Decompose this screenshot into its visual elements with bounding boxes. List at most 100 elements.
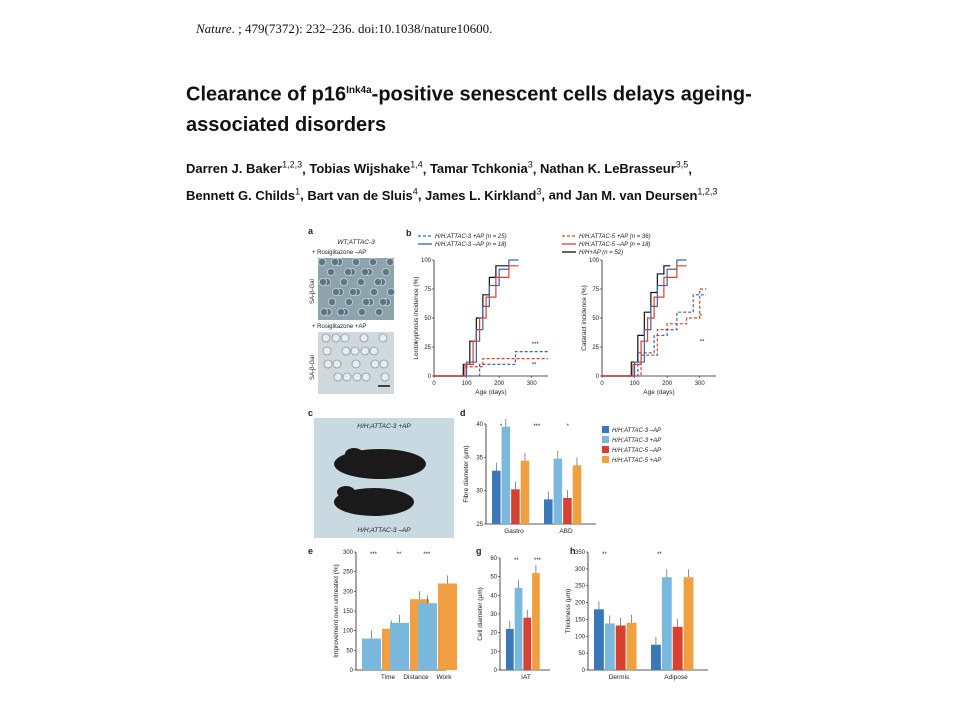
significance-mark: *** bbox=[423, 552, 431, 558]
x-tick-label: 300 bbox=[695, 381, 706, 387]
line-series bbox=[434, 265, 509, 377]
bar bbox=[532, 572, 540, 670]
journal-name: Nature bbox=[196, 21, 232, 36]
cell bbox=[380, 372, 390, 382]
mouse-bottom bbox=[334, 488, 414, 516]
y-axis-label: Thickness (μm) bbox=[565, 589, 572, 634]
author-name: Bart van de Sluis bbox=[307, 187, 413, 203]
author-name: Darren J. Baker bbox=[186, 161, 283, 177]
bar bbox=[390, 622, 409, 670]
y-axis-label: Fibre diameter (μm) bbox=[463, 445, 470, 502]
author-affiliation: 3 bbox=[527, 160, 533, 170]
y-tick-label: 10 bbox=[490, 649, 497, 655]
citation-details: . ; 479(7372): 232–236. doi:10.1038/natu… bbox=[231, 21, 493, 36]
bar bbox=[520, 460, 530, 524]
x-tick-label: Work bbox=[436, 674, 452, 681]
legend-swatch bbox=[602, 446, 609, 453]
stained-cell bbox=[352, 258, 361, 267]
author-affiliation: 1 bbox=[295, 186, 301, 197]
cell bbox=[332, 359, 342, 369]
figure: a b c d e g h WT;ATTAC-3 + Rosiglitazone –AP SA-β… bbox=[300, 220, 740, 690]
bar bbox=[572, 465, 582, 524]
x-tick-label: Time bbox=[381, 674, 396, 681]
cell bbox=[333, 372, 343, 382]
y-tick-label: 150 bbox=[575, 617, 586, 623]
stained-cell bbox=[374, 278, 383, 287]
author: Nathan K. LeBrasseur3,5 bbox=[540, 160, 688, 176]
significance-mark: *** bbox=[534, 558, 542, 564]
legend-label: H/H;ATTAC-3 –AP bbox=[612, 428, 661, 434]
author: Tamar Tchkonia3 bbox=[430, 160, 533, 176]
y-tick-label: 0 bbox=[582, 668, 586, 674]
bar bbox=[506, 628, 514, 670]
author-name: Jan M. van Deursen bbox=[575, 187, 698, 203]
title-part1: Clearance of p16 bbox=[186, 83, 347, 106]
legend-label: H/H+AP (n = 52) bbox=[579, 250, 623, 256]
y-axis-label: Lordokyphosis incidence (%) bbox=[413, 276, 420, 359]
stained-cell bbox=[318, 278, 327, 287]
author: Darren J. Baker1,2,3 bbox=[186, 160, 303, 177]
significance-mark: *** bbox=[532, 342, 540, 348]
stained-cell bbox=[361, 268, 370, 277]
bar bbox=[514, 587, 523, 670]
line-series bbox=[434, 351, 548, 377]
panel-label-a: a bbox=[308, 226, 314, 236]
stained-cell bbox=[362, 298, 371, 307]
line-series bbox=[434, 265, 519, 377]
bar bbox=[553, 458, 563, 524]
significance-mark: ** bbox=[657, 552, 662, 558]
author: Tobias Wijshake1,4 bbox=[309, 160, 422, 176]
bar bbox=[563, 498, 572, 524]
cell bbox=[378, 333, 388, 343]
bar bbox=[438, 583, 457, 670]
y-tick-label: 50 bbox=[578, 651, 585, 657]
stained-cell bbox=[326, 268, 335, 277]
y-tick-label: 350 bbox=[575, 550, 586, 556]
y-tick-label: 30 bbox=[476, 489, 483, 495]
x-axis-label: Age (days) bbox=[643, 389, 674, 396]
cell bbox=[331, 333, 341, 343]
panel-a-condition-2: + Rosiglitazone +AP bbox=[312, 324, 366, 330]
x-tick-label: 0 bbox=[432, 381, 436, 387]
bar bbox=[501, 426, 511, 524]
title-superscript: Ink4a bbox=[346, 85, 372, 96]
x-tick-label: 100 bbox=[630, 381, 641, 387]
significance-mark: ** bbox=[602, 552, 607, 558]
title-part2: -positive senescent cells delays ageing-… bbox=[186, 83, 752, 136]
cell bbox=[323, 359, 333, 369]
y-axis-label: Improvement over untreated (%) bbox=[333, 564, 340, 658]
author-name: James L. Kirkland bbox=[425, 187, 537, 203]
stained-cell bbox=[358, 308, 367, 317]
x-tick-label: 200 bbox=[662, 381, 673, 387]
y-tick-label: 35 bbox=[476, 455, 483, 461]
cell bbox=[360, 346, 370, 356]
y-tick-label: 50 bbox=[424, 316, 431, 322]
stained-cell bbox=[387, 288, 396, 297]
panel-a-stain-1: SA-β-Gal bbox=[310, 279, 316, 304]
y-axis-label: Cell diameter (μm) bbox=[477, 587, 484, 641]
stained-cell bbox=[370, 288, 379, 297]
stained-cell bbox=[345, 298, 354, 307]
panel-label-e: e bbox=[308, 546, 313, 556]
author-affiliation: 1,2,3 bbox=[282, 160, 303, 170]
panel-a-genotype: WT;ATTAC-3 bbox=[337, 239, 375, 246]
legend-label: H/H;ATTAC-3 +AP (n = 25) bbox=[435, 234, 507, 240]
y-tick-label: 20 bbox=[490, 631, 497, 637]
y-tick-label: 0 bbox=[428, 374, 432, 380]
legend-label: H/H;ATTAC-5 +AP bbox=[612, 458, 661, 464]
legend-label: H/H;ATTAC-5 +AP (n = 36) bbox=[579, 234, 651, 240]
y-tick-label: 0 bbox=[350, 668, 354, 674]
stained-cell bbox=[327, 298, 336, 307]
x-tick-label: 0 bbox=[600, 381, 604, 387]
x-tick-label: IAT bbox=[521, 674, 531, 681]
panel-a-stain-2: SA-β-Gal bbox=[310, 355, 316, 380]
x-tick-label: Adipose bbox=[664, 674, 688, 681]
legend-label: H/H;ATTAC-3 –AP (n = 18) bbox=[435, 242, 506, 248]
x-tick-label: Distance bbox=[403, 674, 429, 681]
significance-mark: ** bbox=[397, 552, 402, 558]
y-tick-label: 300 bbox=[575, 567, 586, 573]
y-tick-label: 50 bbox=[592, 316, 599, 322]
author-affiliation: 1,2,3 bbox=[697, 186, 718, 197]
x-tick-label: Dermis bbox=[609, 674, 630, 681]
bar bbox=[651, 644, 661, 670]
